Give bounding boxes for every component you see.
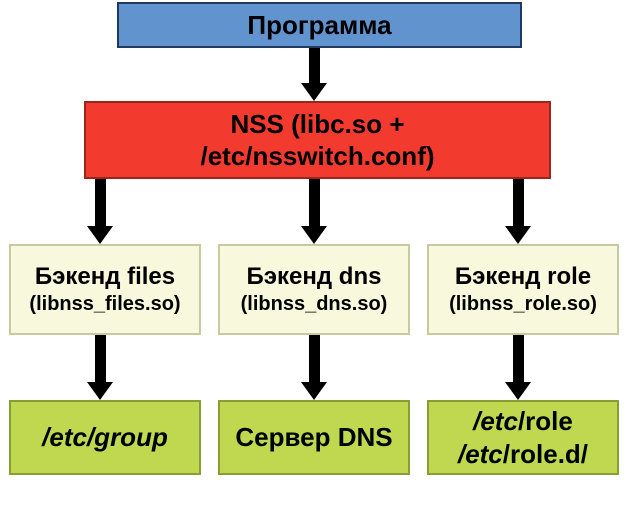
node-program: Программа [117,2,522,48]
etc-role-l1p: /etc [473,406,518,436]
etc-role-line2: /etc/role.d/ [458,438,588,471]
node-nss-label: NSS (libc.so + /etc/nsswitch.conf) [200,108,434,173]
etc-role-l2p: /etc [458,439,503,469]
backend-dns-title: Бэкенд dns [247,262,382,292]
node-backend-dns: Бэкенд dns (libnss_dns.so) [218,244,410,335]
arrow-a-files-grp [87,335,113,400]
dns-server-label: Сервер DNS [235,421,392,454]
arrow-a-dns-srv [301,335,327,400]
backend-role-sub: (libnss_role.so) [449,292,597,317]
node-backend-files: Бэкенд files (libnss_files.so) [9,244,201,335]
arrow-a-nss-files [87,179,113,244]
node-etc-role: /etc/role /etc/role.d/ [427,400,619,475]
node-backend-role: Бэкенд role (libnss_role.so) [427,244,619,335]
node-program-label: Программа [247,9,391,42]
etc-role-line1: /etc/role [473,405,573,438]
node-dns-server: Сервер DNS [218,400,410,475]
etc-group-label: /etc/group [42,421,168,454]
etc-role-l2s: /role.d/ [503,439,588,469]
arrow-a-prog-nss [301,48,327,101]
etc-role-l1s: /role [518,406,573,436]
node-nss: NSS (libc.so + /etc/nsswitch.conf) [84,101,551,179]
backend-files-sub: (libnss_files.so) [29,292,180,317]
node-etc-group: /etc/group [9,400,201,475]
arrow-a-nss-role [505,179,531,244]
backend-role-title: Бэкенд role [455,262,591,292]
backend-files-title: Бэкенд files [35,262,175,292]
backend-dns-sub: (libnss_dns.so) [241,292,388,317]
arrow-a-role-etc [505,335,531,400]
arrow-a-nss-dns [301,179,327,244]
